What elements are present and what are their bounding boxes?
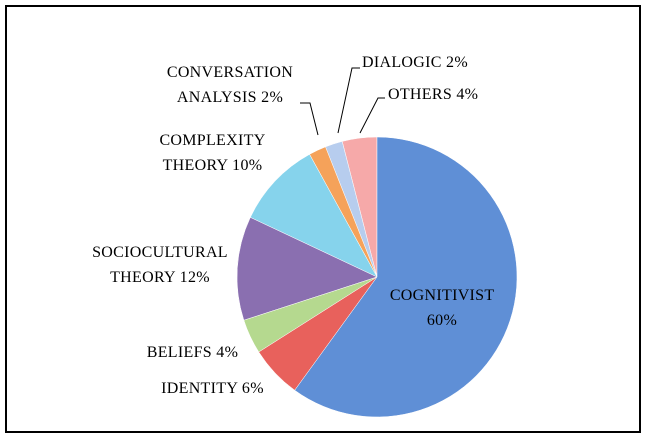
slice-label: OTHERS 4% — [388, 82, 588, 107]
leader-line — [337, 67, 360, 134]
value-label: 6% — [241, 380, 264, 397]
chart-frame — [5, 5, 641, 433]
leader-line — [300, 102, 319, 136]
leader-line — [359, 97, 385, 134]
pie-slice — [236, 217, 378, 321]
value-label: 10% — [232, 157, 263, 174]
value-label: 2% — [446, 54, 468, 71]
slice-label: DIALOGIC 2% — [362, 50, 562, 75]
pie-slice — [294, 136, 518, 418]
category-label: DIALOGIC — [362, 54, 442, 71]
value-label: 2% — [261, 89, 284, 106]
slice-label: BELIEFS 4% — [120, 340, 265, 365]
value-label: 60% — [426, 312, 458, 329]
slice-label: IDENTITY 6% — [140, 376, 285, 401]
category-label: OTHERS — [388, 86, 453, 103]
value-label: 4% — [216, 344, 239, 361]
category-label: CONVERSATION ANALYSIS — [166, 64, 294, 106]
category-label: SOCIOCULTURAL THEORY — [92, 244, 228, 286]
slice-label: CONVERSATION ANALYSIS 2% — [155, 60, 305, 110]
value-label: 4% — [456, 86, 479, 103]
pie-slice — [249, 153, 378, 278]
slice-label: COMPLEXITY THEORY 10% — [145, 128, 280, 178]
slice-label: SOCIOCULTURAL THEORY 12% — [80, 240, 240, 290]
value-label: 12% — [179, 269, 210, 286]
category-label: COMPLEXITY THEORY — [159, 132, 266, 174]
category-label: COGNITIVIST — [389, 287, 495, 304]
category-label: BELIEFS — [146, 344, 212, 361]
category-label: IDENTITY — [161, 380, 238, 397]
slice-label: COGNITIVIST 60% — [382, 283, 502, 333]
